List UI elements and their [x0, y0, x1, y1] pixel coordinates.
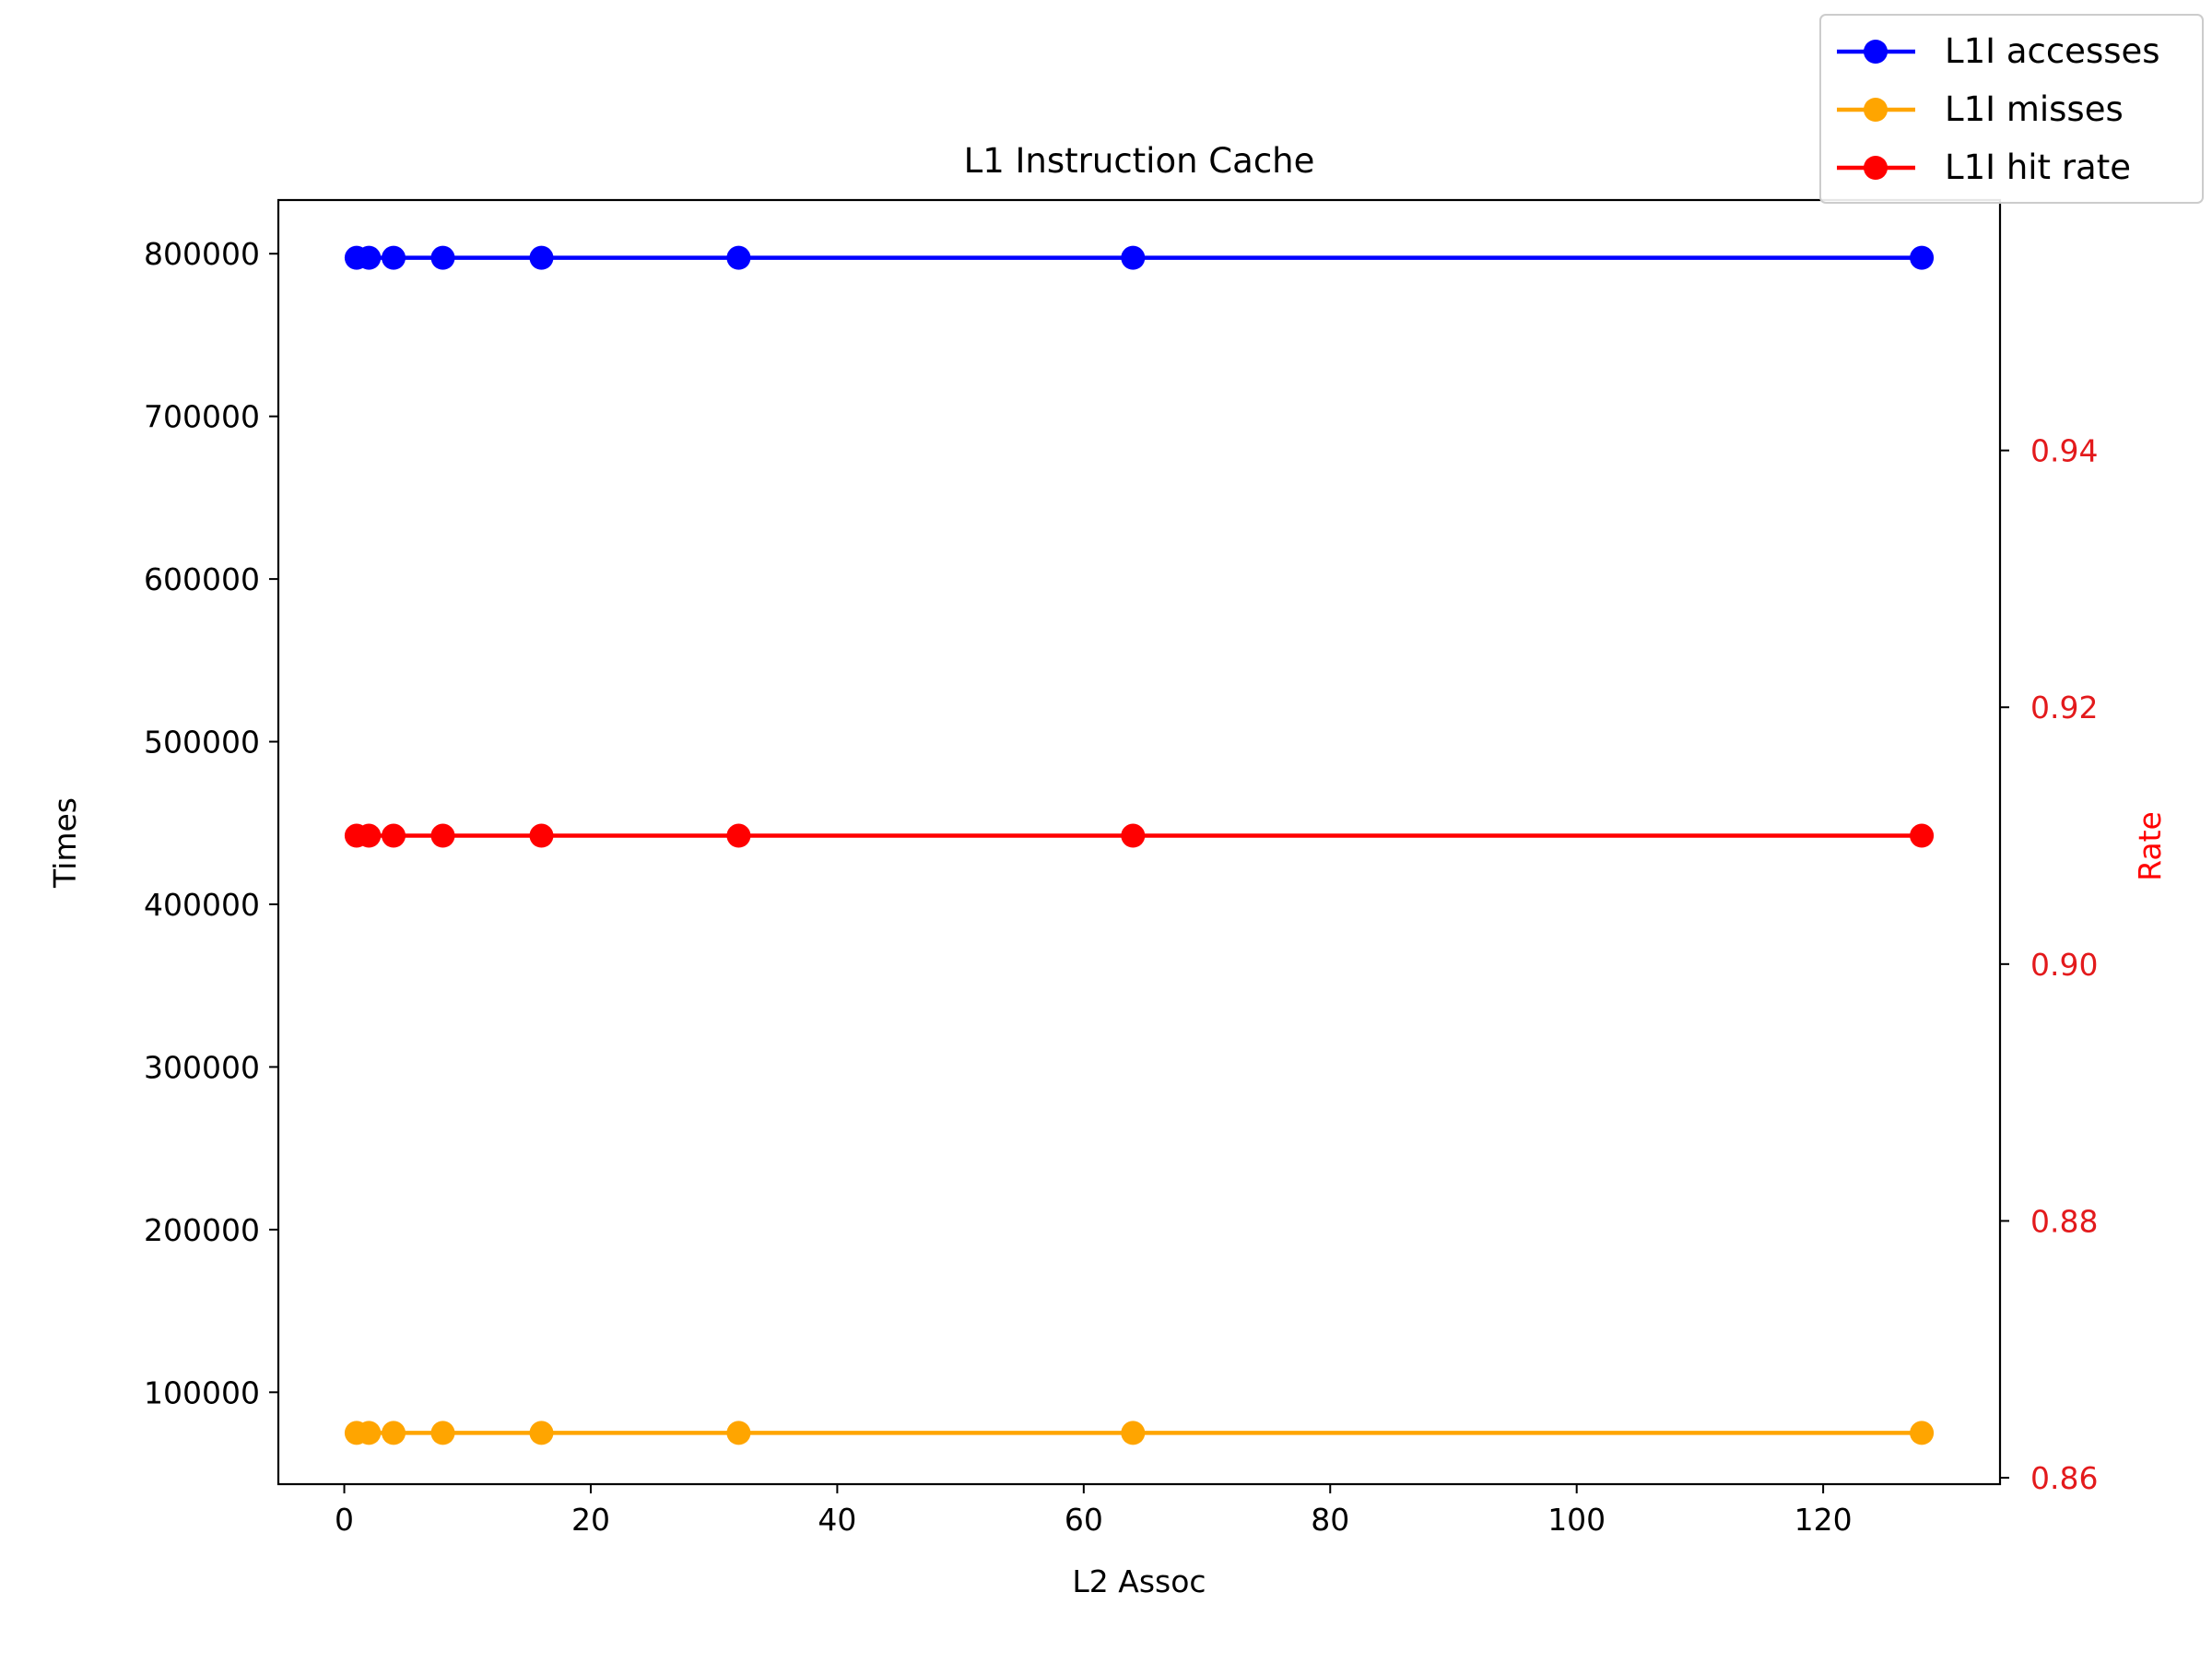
y-tick-label: 100000 [144, 1374, 260, 1410]
data-point [529, 823, 554, 848]
data-point [357, 823, 382, 848]
data-point [1121, 1421, 1146, 1445]
x-tick-label: 80 [1311, 1502, 1349, 1538]
data-point [726, 823, 751, 848]
x-axis-label: L2 Assoc [1072, 1563, 1206, 1599]
data-point [529, 1421, 554, 1445]
legend-swatch-marker [1864, 40, 1888, 64]
data-point [357, 245, 382, 270]
y-tick-label: 600000 [144, 561, 260, 597]
data-point [382, 1421, 406, 1445]
data-point [382, 245, 406, 270]
data-point [726, 245, 751, 270]
data-point [1910, 1421, 1935, 1445]
legend-item: L1I accesses [1837, 31, 2160, 71]
y-tick-label: 800000 [144, 236, 260, 272]
data-point [430, 245, 455, 270]
series-l1i-accesses [344, 245, 1935, 270]
y2-tick-label: 0.90 [2030, 947, 2098, 983]
y-tick-label: 500000 [144, 725, 260, 761]
plot-frame [276, 198, 2002, 1486]
y2-axis-label: Rate [2132, 811, 2168, 881]
x-tick-label: 120 [1794, 1502, 1853, 1538]
x-tick-label: 40 [818, 1502, 856, 1538]
series-l1i-hit-rate [344, 823, 1935, 848]
data-point [357, 1421, 382, 1445]
y-axis-right: 0.86 0.88 0.90 0.92 0.94 [2000, 433, 2098, 1496]
y2-tick-label: 0.86 [2030, 1460, 2098, 1496]
data-point [726, 1421, 751, 1445]
x-axis: 0 20 40 60 80 100 120 [335, 1484, 1853, 1538]
legend-label: L1I misses [1945, 89, 2124, 129]
data-point [1910, 823, 1935, 848]
data-point [430, 823, 455, 848]
y2-tick-label: 0.88 [2030, 1203, 2098, 1239]
plot-marks [344, 245, 1935, 1445]
y-tick-label: 700000 [144, 399, 260, 435]
series-l1i-misses [344, 1421, 1935, 1445]
data-point [529, 245, 554, 270]
data-point [1121, 245, 1146, 270]
chart-title: L1 Instruction Cache [964, 141, 1315, 181]
data-point [1121, 823, 1146, 848]
x-tick-label: 20 [571, 1502, 610, 1538]
data-point [1910, 245, 1935, 270]
x-tick-label: 0 [335, 1502, 354, 1538]
legend-label: L1I hit rate [1945, 147, 2131, 187]
y-axis-left: 100000 200000 300000 400000 500000 600000 7000… [144, 236, 278, 1410]
legend: L1I accesses L1I misses L1I hit rate [1819, 14, 2204, 204]
legend-swatch-marker [1864, 98, 1888, 122]
x-tick-label: 60 [1065, 1502, 1103, 1538]
data-point [382, 823, 406, 848]
y-tick-label: 200000 [144, 1212, 260, 1248]
legend-item: L1I misses [1837, 89, 2124, 129]
y2-tick-label: 0.94 [2030, 433, 2098, 469]
legend-swatch-marker [1864, 156, 1888, 180]
legend-frame [1819, 14, 2204, 204]
y-tick-label: 400000 [144, 887, 260, 923]
y-tick-label: 300000 [144, 1049, 260, 1085]
data-point [430, 1421, 455, 1445]
x-tick-label: 100 [1547, 1502, 1606, 1538]
legend-label: L1I accesses [1945, 31, 2160, 71]
y-axis-label: Times [47, 797, 83, 889]
legend-item: L1I hit rate [1837, 147, 2131, 187]
y2-tick-label: 0.92 [2030, 690, 2098, 725]
